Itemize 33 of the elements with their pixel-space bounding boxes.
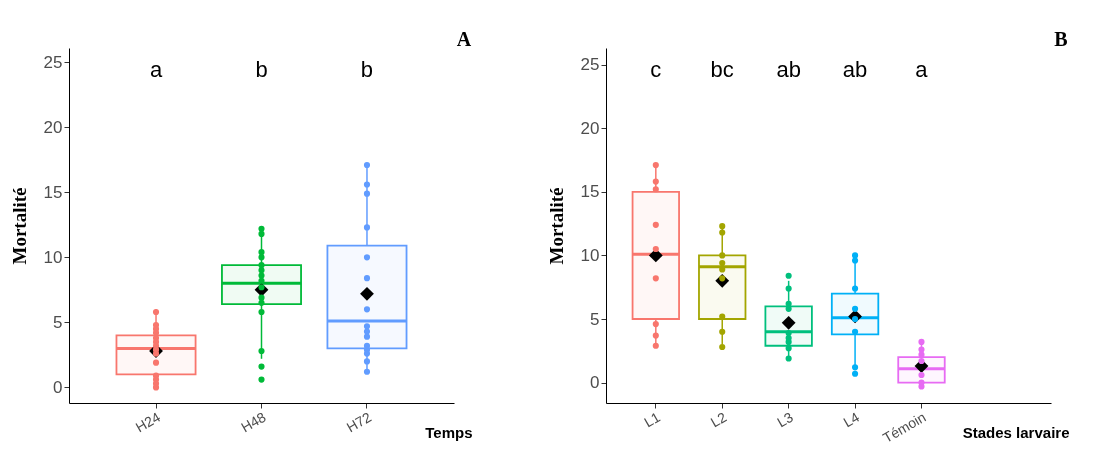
y-tick-label: 15 (43, 182, 63, 202)
y-tick-label: 5 (590, 309, 600, 329)
y-tick-label: 10 (43, 247, 63, 267)
y-tick-label: 0 (590, 373, 600, 393)
y-tick-label: 25 (580, 55, 600, 75)
text: A (456, 28, 472, 50)
annotation: bc (710, 57, 734, 82)
annotation: b (360, 57, 374, 82)
y-tick-label: 25 (43, 52, 63, 72)
y-tick-label: 0 (53, 377, 63, 397)
y-tick-label: 20 (580, 118, 600, 138)
annotation: ab (776, 57, 801, 82)
annotation: a (915, 57, 929, 82)
y-tick-label: 20 (43, 117, 63, 137)
x-tick-label: L3 (774, 408, 796, 431)
x-axis-title: Stades larvaire (962, 423, 1070, 441)
annotation: c (650, 57, 662, 82)
y-axis-title: Mortalité (8, 187, 30, 265)
y-tick-label: 15 (580, 182, 600, 202)
y-tick-label: 10 (580, 245, 600, 265)
x-tick-label: L2 (707, 408, 730, 431)
annotation: a (149, 57, 163, 82)
x-axis-title: Temps (425, 423, 473, 441)
y-axis-title: Mortalité (545, 187, 567, 265)
annotation: b (255, 57, 268, 82)
x-tick-label: L1 (641, 408, 663, 431)
y-tick-label: 5 (53, 312, 63, 332)
text: B (1054, 28, 1068, 50)
x-tick-label: H48 (238, 408, 269, 436)
annotation: ab (842, 57, 868, 82)
x-tick-label: H24 (132, 408, 164, 436)
x-tick-label: H72 (343, 408, 375, 436)
x-tick-label: L4 (840, 408, 863, 431)
